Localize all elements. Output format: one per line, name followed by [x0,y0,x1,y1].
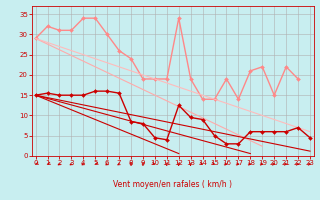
X-axis label: Vent moyen/en rafales ( km/h ): Vent moyen/en rafales ( km/h ) [113,180,232,189]
